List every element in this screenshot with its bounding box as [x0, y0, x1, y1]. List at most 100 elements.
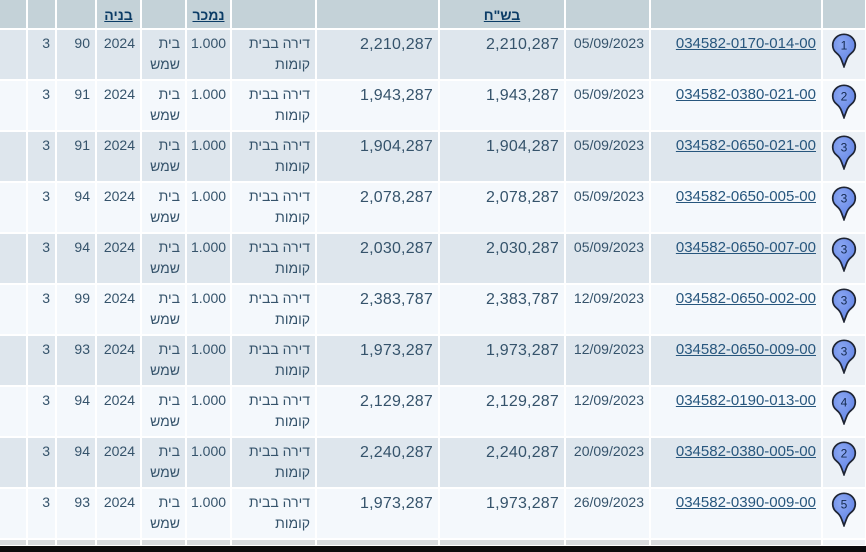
cell-pin: 1	[823, 30, 865, 79]
parcel-link[interactable]: 034582-0650-005-00	[675, 188, 816, 205]
parcel-link[interactable]: 034582-0650-009-00	[675, 341, 816, 358]
header-date	[566, 0, 649, 28]
cell-price_ils: 2,383,787	[440, 285, 564, 334]
sort-portion-sold-link[interactable]: נמכר	[192, 7, 225, 23]
cell-sliver	[566, 540, 649, 545]
header-area	[57, 0, 95, 28]
header-map-pin	[823, 0, 865, 28]
cell-parcel: 034582-0650-002-00	[651, 285, 821, 334]
map-pin-icon[interactable]: 2	[831, 84, 857, 119]
cell-portion_sold: 1.000	[187, 336, 230, 385]
cell-sliver	[823, 540, 865, 545]
cell-area_sqm: 91	[57, 81, 95, 130]
cell-price_second: 2,078,287	[317, 183, 438, 232]
cell-price_second: 2,383,787	[317, 285, 438, 334]
parcel-link[interactable]: 034582-0190-013-00	[675, 392, 816, 409]
cell-price_second: 1,973,287	[317, 489, 438, 538]
parcel-link[interactable]: 034582-0650-007-00	[675, 239, 816, 256]
map-pin-icon[interactable]: 5	[831, 492, 857, 527]
partial-next-row	[0, 540, 865, 545]
cell-sliver	[651, 540, 821, 545]
cell-rooms: 3	[28, 438, 55, 487]
cell-parcel: 034582-0650-007-00	[651, 234, 821, 283]
cell-price_ils: 2,030,287	[440, 234, 564, 283]
cell-year_built: 2024	[97, 336, 140, 385]
cell-year_built: 2024	[97, 30, 140, 79]
map-pin-icon[interactable]: 4	[831, 390, 857, 425]
map-pin-icon[interactable]: 3	[831, 288, 857, 323]
header-year-built: בניה	[97, 0, 140, 28]
header-price-ils: בש"ח	[440, 0, 564, 28]
cell-pin: 3	[823, 336, 865, 385]
pin-number: 1	[841, 39, 848, 53]
cell-city: בית שמש	[142, 30, 185, 79]
cell-city: בית שמש	[142, 285, 185, 334]
cell-parcel: 034582-0190-013-00	[651, 387, 821, 436]
parcel-link[interactable]: 034582-0650-021-00	[675, 137, 816, 154]
table-row: 2 034582-0380-021-00 05/09/2023 1,943,287 1,…	[0, 81, 865, 130]
sort-price-ils-link[interactable]: בש"ח	[483, 7, 521, 23]
cell-rooms: 3	[28, 30, 55, 79]
cell-portion_sold: 1.000	[187, 234, 230, 283]
table-header-row: בש"ח נמכר בניה	[0, 0, 865, 28]
cell-sliver	[57, 540, 95, 545]
pin-number: 3	[841, 243, 848, 257]
cell-year_built: 2024	[97, 285, 140, 334]
cell-date: 20/09/2023	[566, 438, 649, 487]
table-row: 3 034582-0650-009-00 12/09/2023 1,973,287 1,…	[0, 336, 865, 385]
cell-property_type: דירה בבית קומות	[232, 387, 315, 436]
table-row: 1 034582-0170-014-00 05/09/2023 2,210,287 2,…	[0, 30, 865, 79]
cell-pin: 3	[823, 183, 865, 232]
cell-price_ils: 1,904,287	[440, 132, 564, 181]
cell-year_built: 2024	[97, 81, 140, 130]
cell-property_type: דירה בבית קומות	[232, 234, 315, 283]
sort-year-built-link[interactable]: בניה	[104, 7, 133, 23]
pin-number: 3	[841, 141, 848, 155]
cell-sliver	[187, 540, 230, 545]
cell-price_second: 2,210,287	[317, 30, 438, 79]
cell-spacer	[0, 336, 26, 385]
parcel-link[interactable]: 034582-0650-002-00	[675, 290, 816, 307]
map-pin-icon[interactable]: 3	[831, 186, 857, 221]
cell-area_sqm: 94	[57, 387, 95, 436]
parcel-link[interactable]: 034582-0380-021-00	[675, 86, 816, 103]
cell-pin: 2	[823, 81, 865, 130]
cell-rooms: 3	[28, 81, 55, 130]
table-row: 2 034582-0380-005-00 20/09/2023 2,240,287 2,…	[0, 438, 865, 487]
table-row: 3 034582-0650-007-00 05/09/2023 2,030,287 2,…	[0, 234, 865, 283]
bottom-divider-bar	[0, 546, 866, 552]
cell-sliver	[97, 540, 140, 545]
cell-city: בית שמש	[142, 489, 185, 538]
cell-parcel: 034582-0380-005-00	[651, 438, 821, 487]
cell-city: בית שמש	[142, 234, 185, 283]
cell-spacer	[0, 438, 26, 487]
table-row: 5 034582-0390-009-00 26/09/2023 1,973,287 1,…	[0, 489, 865, 538]
pin-number: 3	[841, 294, 848, 308]
header-city	[142, 0, 185, 28]
map-pin-icon[interactable]: 2	[831, 441, 857, 476]
pin-number: 3	[841, 192, 848, 206]
cell-price_ils: 2,078,287	[440, 183, 564, 232]
parcel-link[interactable]: 034582-0380-005-00	[675, 443, 816, 460]
cell-pin: 5	[823, 489, 865, 538]
parcel-link[interactable]: 034582-0170-014-00	[675, 35, 816, 52]
cell-date: 05/09/2023	[566, 132, 649, 181]
cell-area_sqm: 94	[57, 183, 95, 232]
cell-area_sqm: 90	[57, 30, 95, 79]
parcel-link[interactable]: 034582-0390-009-00	[675, 494, 816, 511]
cell-portion_sold: 1.000	[187, 387, 230, 436]
cell-sliver	[232, 540, 315, 545]
cell-rooms: 3	[28, 285, 55, 334]
map-pin-icon[interactable]: 3	[831, 339, 857, 374]
cell-property_type: דירה בבית קומות	[232, 336, 315, 385]
map-pin-icon[interactable]: 1	[831, 33, 857, 68]
cell-area_sqm: 99	[57, 285, 95, 334]
cell-price_ils: 1,973,287	[440, 489, 564, 538]
header-price-second	[317, 0, 438, 28]
cell-spacer	[0, 132, 26, 181]
map-pin-icon[interactable]: 3	[831, 135, 857, 170]
pin-number: 3	[841, 345, 848, 359]
map-pin-icon[interactable]: 3	[831, 237, 857, 272]
cell-spacer	[0, 234, 26, 283]
cell-area_sqm: 94	[57, 438, 95, 487]
